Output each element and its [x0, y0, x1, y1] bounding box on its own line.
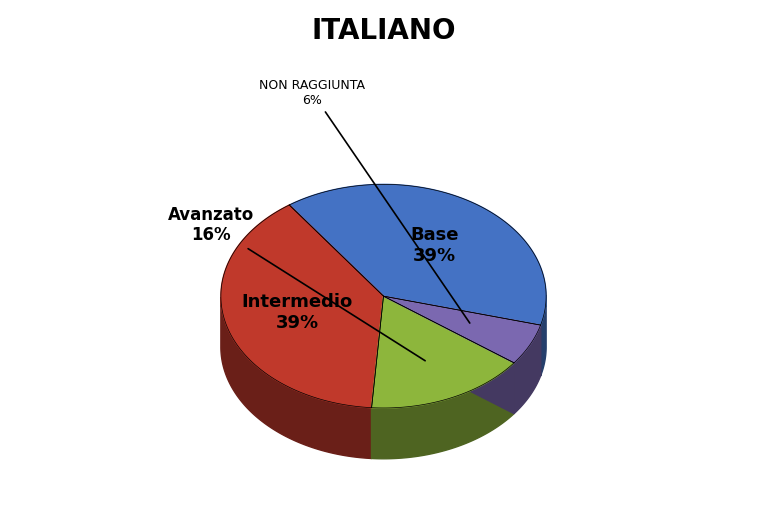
Polygon shape [371, 296, 384, 458]
Polygon shape [541, 295, 546, 376]
Polygon shape [221, 205, 384, 408]
Polygon shape [221, 297, 371, 458]
Polygon shape [289, 184, 546, 325]
Polygon shape [514, 325, 541, 413]
Polygon shape [384, 296, 541, 376]
Text: Base
39%: Base 39% [410, 226, 459, 265]
Text: Intermedio
39%: Intermedio 39% [242, 293, 353, 332]
Polygon shape [371, 296, 514, 408]
Polygon shape [371, 363, 514, 459]
Polygon shape [371, 296, 384, 458]
Text: Avanzato
16%: Avanzato 16% [167, 205, 425, 361]
Polygon shape [384, 296, 541, 363]
Text: ITALIANO: ITALIANO [311, 17, 456, 44]
Polygon shape [384, 296, 541, 376]
Polygon shape [384, 296, 514, 413]
Polygon shape [384, 296, 514, 413]
Text: NON RAGGIUNTA
6%: NON RAGGIUNTA 6% [259, 79, 469, 323]
